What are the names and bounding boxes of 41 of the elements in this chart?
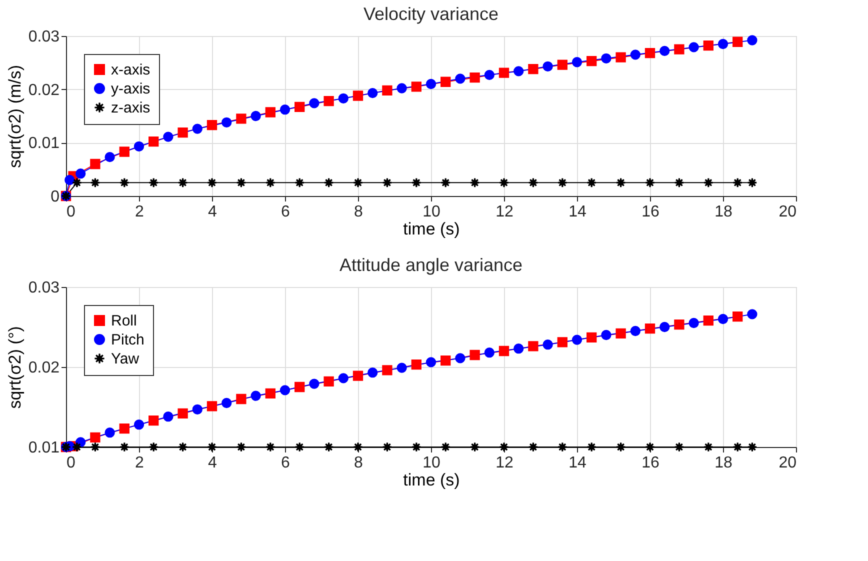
y-tick-label: 0.03 — [28, 28, 60, 46]
x-tick-label: 20 — [778, 454, 797, 472]
x-tick-label: 14 — [568, 454, 586, 472]
y-axis-title: sqrt(σ2) (°) — [5, 326, 24, 409]
x-tick-label: 14 — [568, 204, 586, 220]
legend-label: Pitch — [111, 332, 144, 348]
x-tick-label: 4 — [208, 454, 218, 472]
chart-title: Velocity variance — [363, 4, 499, 24]
x-tick-label: 8 — [354, 204, 364, 220]
legend-label: x-axis — [111, 62, 150, 78]
x-axis-title: time (s) — [403, 220, 460, 238]
x-tick-label: 8 — [354, 454, 364, 472]
y-tick-label: 0.01 — [28, 135, 60, 152]
x-tick-label: 2 — [135, 454, 144, 472]
x-tick-label: 10 — [422, 204, 440, 220]
x-tick-label: 20 — [778, 204, 797, 220]
x-tick-label: 0 — [66, 454, 76, 472]
legend-label: Yaw — [111, 350, 140, 368]
x-tick-label: 6 — [281, 204, 290, 220]
y-tick-label: 0.01 — [28, 440, 60, 456]
x-tick-label: 18 — [714, 454, 732, 472]
x-tick-label: 12 — [496, 204, 514, 220]
x-tick-label: 16 — [642, 204, 660, 220]
legend-label: z-axis — [111, 100, 150, 116]
x-tick-label: 16 — [642, 454, 660, 472]
chart-title: Attitude angle variance — [339, 255, 523, 275]
legend-label: Roll — [111, 312, 137, 330]
x-tick-label: 2 — [135, 204, 144, 220]
y-tick-label: 0 — [50, 188, 60, 206]
y-axis-title: sqrt(σ2) (m/s) — [5, 64, 24, 168]
x-tick-label: 10 — [422, 454, 440, 472]
x-tick-label: 12 — [496, 454, 514, 472]
y-tick-label: 0.02 — [28, 82, 60, 99]
y-tick-label: 0.03 — [28, 280, 60, 296]
x-tick-label: 6 — [281, 454, 290, 472]
x-axis-title: time (s) — [403, 470, 460, 490]
x-tick-label: 18 — [714, 204, 732, 220]
x-tick-label: 0 — [66, 204, 76, 220]
x-tick-label: 4 — [208, 204, 218, 220]
y-tick-label: 0.02 — [28, 360, 60, 376]
legend-label: y-axis — [111, 80, 150, 98]
